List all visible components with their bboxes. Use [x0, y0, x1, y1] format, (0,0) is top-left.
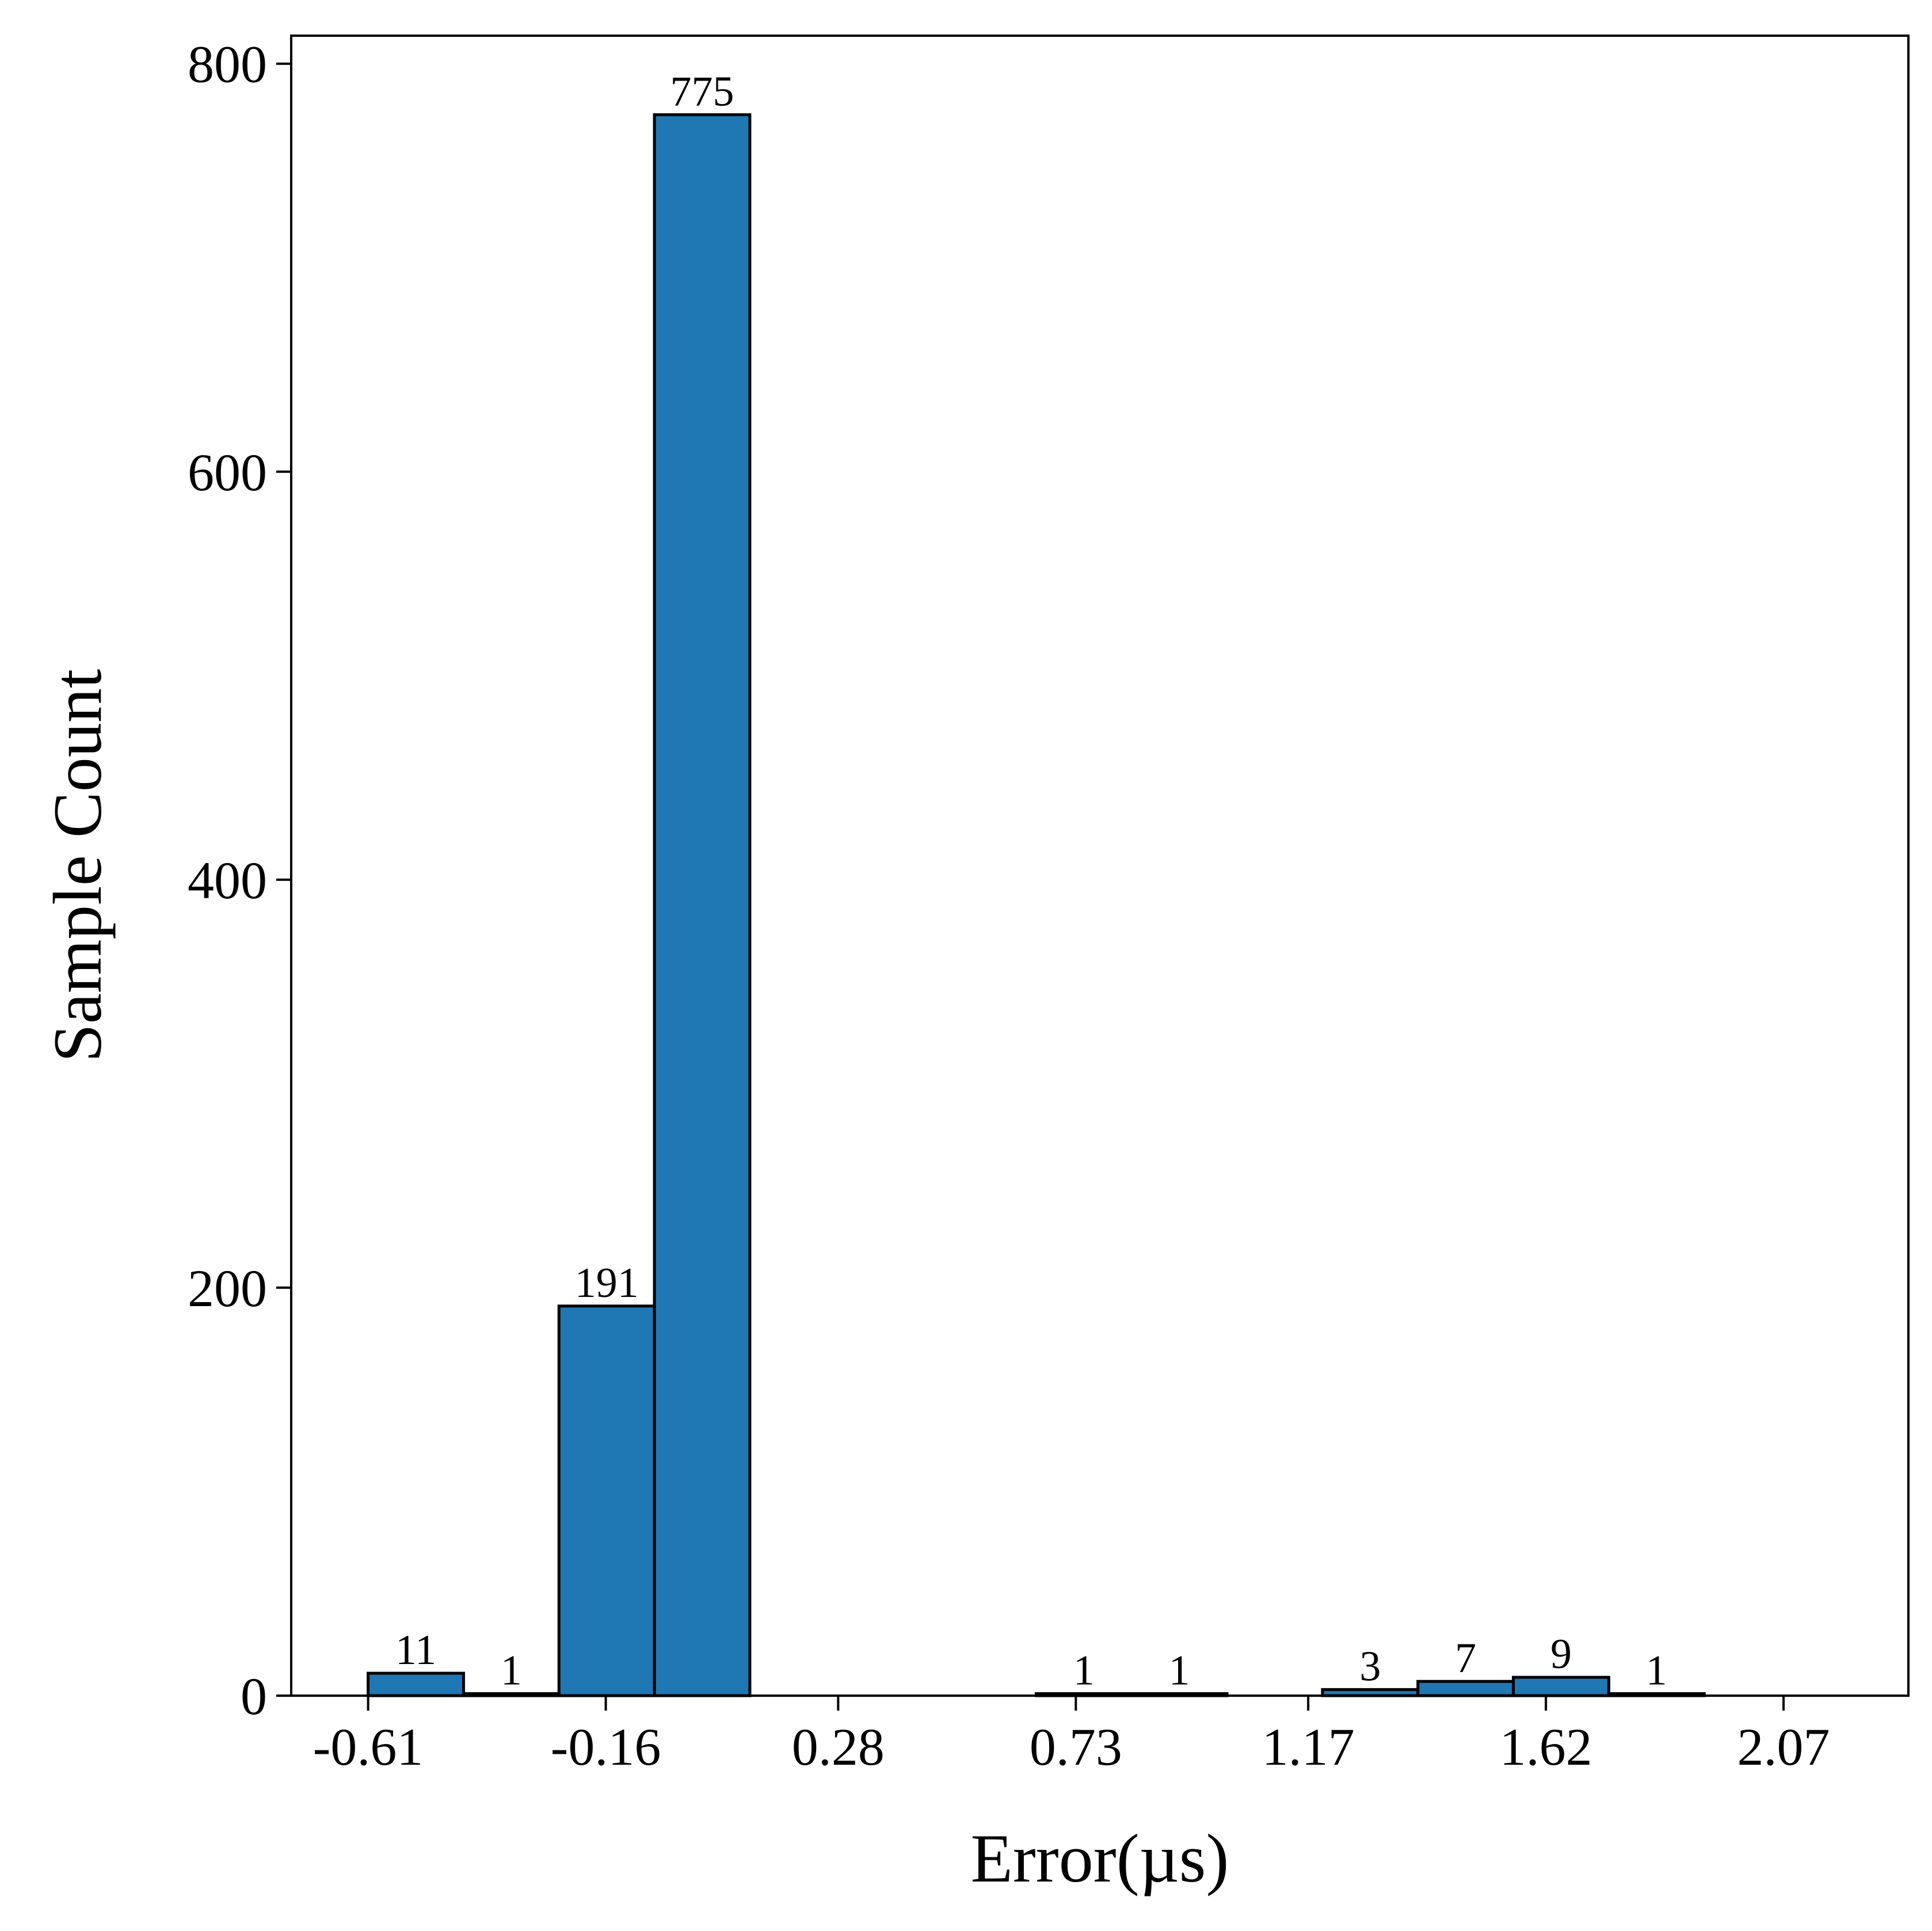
y-tick-label-0: 0 [241, 1667, 267, 1726]
y-tick-label-1: 200 [188, 1259, 267, 1318]
bar-value-label-7: 1 [1073, 1647, 1095, 1694]
bar-value-label-2: 191 [575, 1260, 639, 1307]
x-tick-label-3: 0.73 [1030, 1718, 1122, 1776]
histogram-bar-3 [653, 113, 752, 1697]
bar-value-label-1: 1 [501, 1647, 522, 1694]
bar-value-label-11: 7 [1455, 1635, 1476, 1682]
x-tick-label-0: -0.61 [313, 1718, 424, 1776]
bar-value-label-0: 11 [395, 1627, 436, 1674]
x-tick-label-6: 2.07 [1737, 1718, 1830, 1776]
x-tick-label-4: 1.17 [1262, 1718, 1355, 1776]
x-tick-label-1: -0.16 [551, 1718, 661, 1776]
plot-frame [290, 35, 1910, 1697]
histogram-bar-2 [557, 1304, 656, 1697]
bars-layer [367, 113, 1706, 1697]
bar-value-label-13: 1 [1646, 1647, 1667, 1694]
histogram-bar-0 [367, 1672, 465, 1697]
y-axis: 0 200 400 600 800 [188, 35, 291, 1726]
histogram-bar-11 [1416, 1680, 1515, 1697]
y-axis-label: Sample Count [39, 669, 116, 1062]
bar-value-label-8: 1 [1169, 1647, 1190, 1694]
bar-value-label-10: 3 [1359, 1643, 1381, 1690]
bar-value-label-3: 775 [670, 68, 734, 115]
y-tick-label-3: 600 [188, 443, 267, 502]
bar-value-label-12: 9 [1550, 1631, 1572, 1678]
x-axis: -0.61 -0.16 0.28 0.73 1.17 1.62 2.07 [313, 1696, 1830, 1776]
x-tick-label-2: 0.28 [792, 1718, 885, 1776]
x-tick-label-5: 1.62 [1500, 1718, 1592, 1776]
x-axis-label: Error(µs) [971, 1820, 1229, 1896]
y-tick-label-4: 800 [188, 35, 267, 94]
y-tick-label-2: 400 [188, 851, 267, 910]
histogram-bar-12 [1512, 1676, 1610, 1697]
